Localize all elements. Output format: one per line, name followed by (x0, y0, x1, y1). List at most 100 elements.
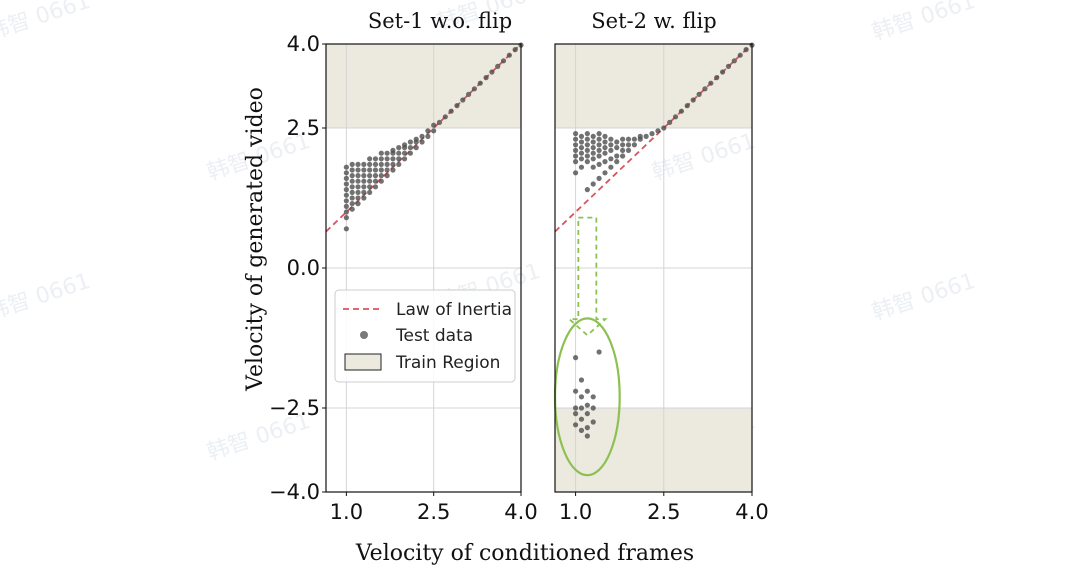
panel-2-test-point (620, 136, 626, 142)
panel-1-x-tick-label: 1.0 (330, 500, 363, 524)
panel-1-test-point (367, 178, 373, 184)
panel-1-test-point (401, 142, 408, 148)
panel-1-test-point (349, 178, 355, 184)
panel-1-test-point (343, 181, 349, 187)
panel-2-test-point (590, 145, 596, 151)
panel-2-test-point (725, 63, 732, 69)
panel-2-test-point (631, 142, 637, 148)
panel-1-test-point (372, 156, 379, 162)
panel-1-test-point (349, 195, 355, 201)
panel-1-test-point (349, 189, 355, 195)
panel-1-test-point (425, 128, 431, 134)
panel-2-test-point (596, 147, 602, 153)
panel-1-x-tick-label: 4.0 (504, 500, 537, 524)
panel-1-test-point (407, 150, 414, 156)
panel-1-test-point (361, 195, 367, 201)
panel-2-law-of-inertia-line (554, 43, 753, 233)
panel-1-test-point (401, 156, 408, 162)
legend-label-test-data: Test data (395, 326, 473, 346)
panel-2-test-point (578, 139, 585, 145)
panel-1-test-point (396, 145, 402, 151)
panel-2-test-point (620, 153, 626, 159)
panel-1-x-tick-label: 2.5 (417, 500, 450, 524)
panel-2-test-point (572, 153, 579, 159)
panel-1-test-point (343, 187, 349, 193)
panel-2-test-point (602, 150, 608, 156)
panel-1-test-point (384, 173, 390, 179)
panel-1-test-point (349, 184, 355, 190)
y-axis-label: Velocity of generated video (243, 87, 268, 392)
panel-2-test-point (596, 131, 602, 137)
panel-1-test-point (372, 161, 379, 167)
watermark-3: 韩智 0661 (869, 0, 978, 46)
panel-1-test-point (361, 167, 367, 173)
panel-1-test-point (500, 58, 507, 64)
panel-1-test-point (396, 150, 402, 156)
watermark-5: 韩智 0661 (649, 129, 758, 186)
panel-2-test-point (584, 142, 590, 148)
legend: Law of Inertia Test data Train Region (334, 289, 516, 383)
panel-1-test-point (355, 184, 361, 190)
panel-2-test-point (696, 91, 702, 97)
panel-1-test-point (367, 173, 373, 179)
panel-1-test-point (384, 156, 390, 162)
panel-1-test-point (413, 145, 419, 151)
panel-1-test-point (401, 150, 408, 156)
panel-2-test-point (596, 153, 602, 159)
panel-2-test-point (625, 136, 632, 142)
panel-2-test-point (572, 136, 579, 142)
panel-1-test-point (372, 178, 379, 184)
panel-2-test-point (584, 411, 590, 417)
panel-2-test-point (602, 145, 608, 151)
panel-2-test-point (578, 156, 585, 162)
panel-1-test-point (489, 69, 495, 75)
panel-2-test-point (578, 150, 585, 156)
panel-1-test-point (390, 156, 396, 162)
panel-2-test-point (684, 103, 690, 109)
panel-1-train-region-1 (325, 43, 522, 129)
panel-1-test-point (355, 189, 361, 195)
panel-2-test-point (596, 349, 602, 355)
panel-2-test-point (584, 402, 590, 408)
panel-1-test-point (355, 195, 361, 201)
panel-2-test-point (608, 164, 614, 170)
panel-2-test-point (655, 128, 661, 134)
panel-1-test-point (419, 139, 425, 145)
panel-1-test-point (361, 161, 367, 167)
panel-2-test-point (661, 125, 667, 131)
panel-2-test-point (572, 388, 579, 394)
panel-2-test-point (590, 419, 596, 425)
panel-2-test-point (584, 433, 590, 439)
panel-1-test-point (372, 184, 379, 190)
panel-2-train-region-2 (554, 407, 753, 493)
panel-1-test-point (361, 178, 367, 184)
panel-2-test-point (590, 394, 596, 400)
panel-set-1 (325, 42, 524, 493)
panel-1-test-point (396, 161, 402, 167)
panel-1-test-point (349, 201, 355, 207)
x-axis-label: Velocity of conditioned frames (355, 541, 694, 566)
y-axis-ticks: 4.0 2.5 0.0 −2.5 −4.0 (269, 32, 326, 504)
panel-1-test-point (372, 167, 379, 173)
panel-2-test-point (584, 136, 590, 142)
panel-2-test-point (731, 58, 737, 64)
panel-1-test-point (448, 108, 454, 114)
panel-1-test-point (361, 189, 367, 195)
panel-1-test-point (367, 184, 373, 190)
panel-2-test-point (643, 133, 649, 139)
panel-2-test-point (590, 164, 596, 170)
panel-1-test-point (378, 167, 384, 173)
panel-2-test-point (608, 142, 614, 148)
panel-1-test-point (343, 192, 349, 198)
panel-1-test-point (390, 167, 396, 173)
panel-2-test-point (708, 80, 714, 86)
x-axis-ticks: 1.0 2.5 4.0 1.0 2.5 4.0 (330, 492, 769, 524)
panel-2-test-point (572, 411, 579, 417)
panel-2-test-point (578, 394, 585, 400)
y-tick-label: −4.0 (269, 480, 320, 504)
legend-label-train-region: Train Region (395, 353, 500, 373)
panel-2-test-point (596, 142, 602, 148)
panel-2-test-point (667, 119, 673, 125)
panel-2-test-point (572, 159, 579, 165)
panel-2-test-point (578, 427, 585, 433)
